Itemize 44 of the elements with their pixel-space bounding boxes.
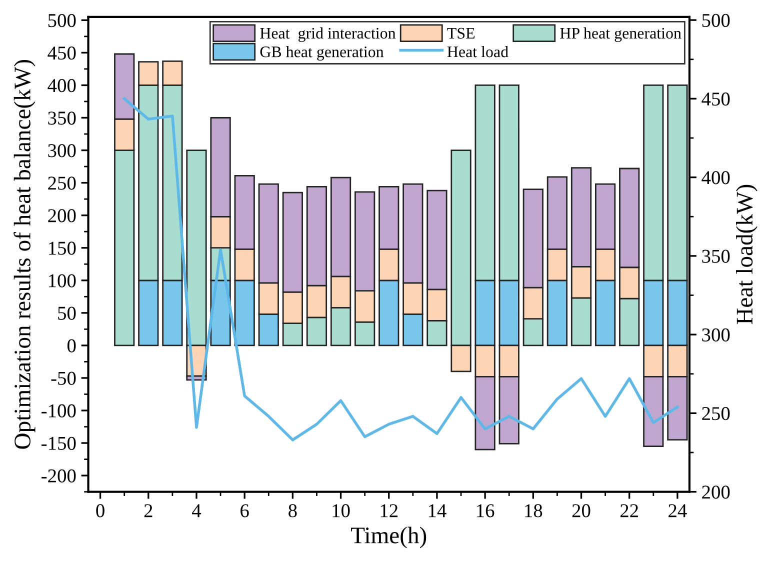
y-tick-label: 450 bbox=[48, 46, 76, 60]
x-tick-label: 4 bbox=[192, 504, 202, 518]
x-tick-label: 8 bbox=[288, 504, 297, 518]
y-tick-label: 0 bbox=[67, 339, 76, 352]
y-tick-label: 350 bbox=[48, 112, 76, 125]
y2-tick-label: 250 bbox=[702, 407, 730, 420]
x-tick-label: 16 bbox=[477, 504, 494, 518]
legend-label: Heat load bbox=[447, 46, 508, 58]
y2-tick-label: 200 bbox=[702, 486, 730, 499]
y2-tick-label: 350 bbox=[702, 250, 730, 263]
legend-label: HP heat generation bbox=[560, 27, 682, 42]
x-tick-label: 24 bbox=[668, 504, 687, 518]
x-tick-label: 2 bbox=[144, 504, 152, 518]
y-tick-label: 400 bbox=[48, 79, 76, 92]
y2-tick-label: 500 bbox=[702, 14, 730, 28]
y2-tick-label: 400 bbox=[702, 171, 730, 184]
x-tick-label: 14 bbox=[428, 504, 446, 518]
x-tick-label: 22 bbox=[620, 504, 638, 518]
x-tick-label: 12 bbox=[380, 504, 398, 518]
y-tick-label: -100 bbox=[42, 404, 76, 418]
x-axis-title: Time(h) bbox=[351, 526, 426, 548]
legend-label: Heat grid interaction bbox=[260, 27, 396, 42]
legend-label: GB heat generation bbox=[260, 46, 384, 61]
y-tick-label: 100 bbox=[49, 274, 76, 288]
y-axis-title: Optimization results of heat balance(kW) bbox=[14, 60, 36, 449]
x-tick-label: 18 bbox=[525, 504, 542, 518]
y-tick-label: 300 bbox=[48, 144, 76, 158]
y-tick-label: -150 bbox=[42, 436, 76, 450]
x-tick-label: 0 bbox=[96, 504, 104, 518]
y-tick-label: 50 bbox=[58, 306, 76, 320]
y-tick-label: 250 bbox=[48, 176, 76, 190]
y2-tick-label: 300 bbox=[702, 328, 730, 342]
y-tick-label: 200 bbox=[48, 209, 76, 222]
y2-axis-title: Heat load(kW) bbox=[736, 184, 758, 324]
x-tick-label: 20 bbox=[572, 504, 590, 518]
y-tick-label: -200 bbox=[42, 469, 76, 482]
y2-tick-label: 450 bbox=[702, 92, 730, 106]
legend-label: TSE bbox=[447, 28, 475, 39]
x-tick-label: 6 bbox=[240, 504, 249, 518]
line-series bbox=[122, 97, 679, 442]
x-tick-label: 10 bbox=[332, 504, 350, 518]
y-tick-label: 150 bbox=[49, 242, 76, 255]
y-tick-label: 500 bbox=[48, 14, 76, 28]
y-tick-label: -50 bbox=[51, 372, 76, 385]
